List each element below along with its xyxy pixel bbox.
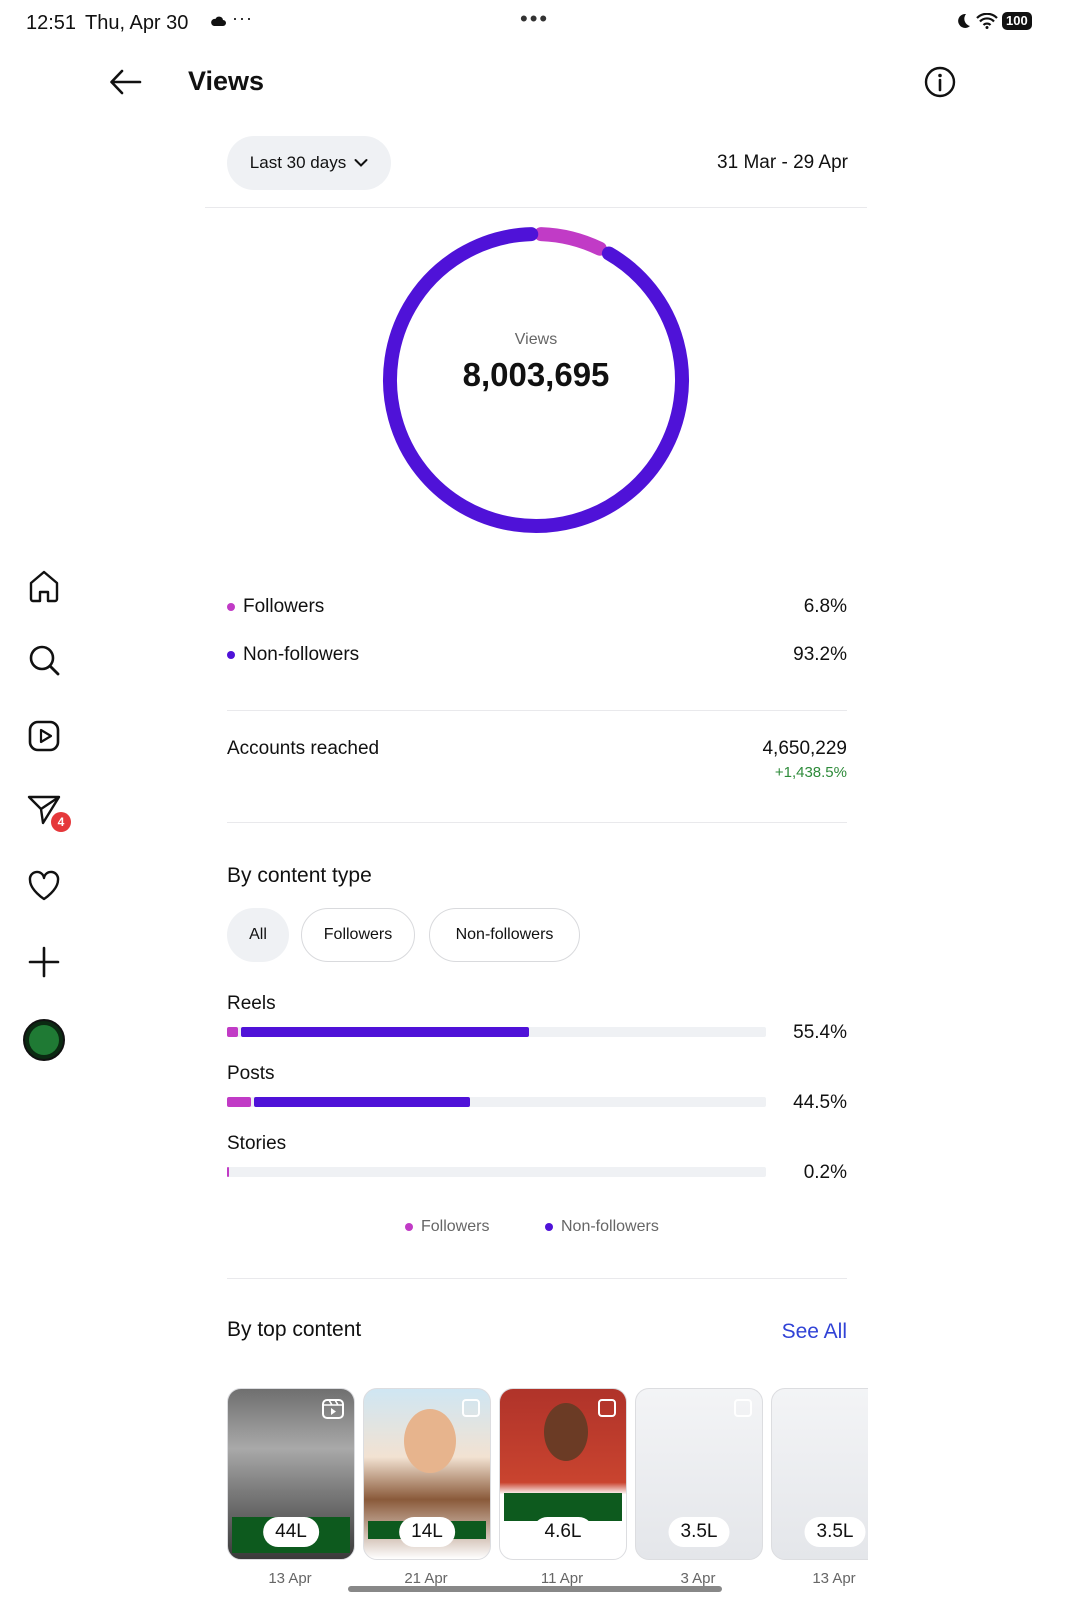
home-icon[interactable] <box>26 568 62 604</box>
date-range-text: 31 Mar - 29 Apr <box>717 152 848 173</box>
content-thumbnail[interactable]: 4.6L <box>499 1388 627 1560</box>
see-all-link[interactable]: See All <box>781 1320 847 1343</box>
thumbnail-date: 11 Apr <box>540 1570 584 1587</box>
content-type-title: By content type <box>227 864 372 887</box>
thumbnail-views: 3.5L <box>804 1517 866 1547</box>
followers-dot <box>405 1223 413 1231</box>
date-range-label: Last 30 days <box>249 153 347 172</box>
page-title: Views <box>188 66 265 96</box>
content-thumbnail[interactable]: 3.5L <box>635 1388 763 1560</box>
thumbnail-caption-band <box>504 1493 622 1521</box>
nonfollowers-arc <box>383 227 689 533</box>
divider <box>227 710 847 711</box>
status-time: 12:51 <box>26 12 77 34</box>
content-thumbnail[interactable]: 14L <box>363 1388 491 1560</box>
posts-label: Posts <box>227 1063 275 1084</box>
divider <box>227 1278 847 1279</box>
followers-row: Followers 6.8% <box>227 596 847 618</box>
posts-pct: 44.5% <box>793 1092 847 1113</box>
profile-avatar[interactable] <box>23 1019 65 1061</box>
nonfollowers-value: 93.2% <box>793 644 847 665</box>
nonfollowers-bar-segment <box>254 1097 470 1107</box>
cloud-icon <box>211 16 226 26</box>
divider <box>227 822 847 823</box>
accounts-reached-value: 4,650,229 <box>762 738 847 759</box>
nonfollowers-dot <box>545 1223 553 1231</box>
followers-label: Followers <box>243 596 325 617</box>
status-right: 100 <box>954 12 1032 30</box>
legend-followers-label: Followers <box>421 1218 490 1235</box>
posts-bar <box>227 1097 766 1107</box>
nonfollowers-label: Non-followers <box>243 644 360 665</box>
nonfollowers-dot <box>227 650 235 659</box>
top-content-title: By top content <box>227 1318 362 1341</box>
divider <box>205 207 867 208</box>
thumbnail-date: 21 Apr <box>404 1570 448 1587</box>
accounts-reached-change: +1,438.5% <box>774 764 847 781</box>
thumbnail-portrait <box>544 1403 588 1461</box>
followers-bar-segment <box>227 1167 229 1177</box>
thumbnail-date: 13 Apr <box>268 1570 312 1587</box>
chip-non-followers[interactable]: Non-followers <box>429 908 580 962</box>
date-range-dropdown[interactable]: Last 30 days <box>227 136 391 190</box>
heart-icon[interactable] <box>26 868 62 904</box>
chevron-down-icon <box>354 159 368 167</box>
thumbnail-views: 14L <box>399 1517 455 1547</box>
chip-all[interactable]: All <box>227 908 289 962</box>
legend-nonfollowers: Non-followers <box>545 1218 659 1236</box>
accounts-reached-label: Accounts reached <box>227 738 380 759</box>
create-plus-icon[interactable] <box>26 944 62 980</box>
thumbnail-date: 13 Apr <box>812 1570 856 1587</box>
wifi-icon <box>976 13 998 29</box>
reels-pct: 55.4% <box>793 1022 847 1043</box>
stories-pct: 0.2% <box>803 1162 847 1183</box>
nonfollowers-bar-segment <box>240 1027 529 1037</box>
thumbnail-views: 4.6L <box>532 1517 594 1547</box>
carousel-icon <box>462 1399 480 1417</box>
top-content-carousel[interactable]: 44L 13 Apr 14L 21 Apr 4.6L 11 Apr 3.5L 3… <box>227 1388 868 1600</box>
views-donut-chart <box>383 226 689 533</box>
thumbnail-date: 3 Apr <box>680 1570 716 1587</box>
thumbnail-views: 3.5L <box>668 1517 730 1547</box>
followers-arc <box>383 226 689 533</box>
reels-bar <box>227 1027 766 1037</box>
legend-nonfollowers-label: Non-followers <box>561 1218 659 1235</box>
stories-label: Stories <box>227 1133 287 1154</box>
thumbnail-portrait <box>404 1409 456 1473</box>
reel-icon <box>322 1399 344 1419</box>
chip-followers[interactable]: Followers <box>301 908 415 962</box>
content-thumbnail[interactable]: 3.5L <box>771 1388 868 1560</box>
carousel-icon <box>598 1399 616 1417</box>
avatar-image <box>29 1025 59 1055</box>
home-indicator[interactable] <box>348 1586 722 1592</box>
reels-label: Reels <box>227 993 276 1014</box>
legend-followers: Followers <box>405 1218 489 1236</box>
messages-icon[interactable] <box>26 792 62 828</box>
followers-bar-segment <box>227 1097 252 1107</box>
reels-icon[interactable] <box>26 718 62 754</box>
back-arrow-icon[interactable] <box>108 64 144 100</box>
content-thumbnail[interactable]: 44L <box>227 1388 355 1560</box>
info-icon[interactable] <box>924 66 956 98</box>
multitask-dots-icon[interactable]: ••• <box>520 6 550 31</box>
search-icon[interactable] <box>26 642 62 678</box>
moon-icon <box>958 13 970 28</box>
nonfollowers-row: Non-followers 93.2% <box>227 644 847 666</box>
followers-dot <box>227 602 235 611</box>
carousel-icon <box>734 1399 752 1417</box>
stories-bar <box>227 1167 766 1177</box>
status-date: Thu, Apr 30 <box>85 12 189 34</box>
followers-value: 6.8% <box>803 596 847 617</box>
messages-badge: 4 <box>51 812 71 832</box>
views-ring-label: Views <box>514 331 558 348</box>
battery-indicator: 100 <box>1002 12 1032 30</box>
status-more-icon: ··· <box>232 8 253 28</box>
followers-bar-segment <box>227 1027 238 1037</box>
views-total: 8,003,695 <box>462 356 610 393</box>
thumbnail-views: 44L <box>263 1517 319 1547</box>
